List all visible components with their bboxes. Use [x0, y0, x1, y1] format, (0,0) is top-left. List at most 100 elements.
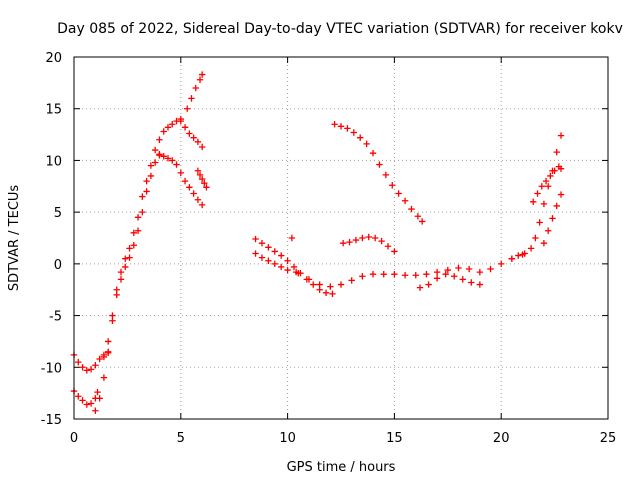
data-point [117, 276, 125, 283]
series-track-afternoon-arc [339, 233, 398, 255]
data-point [391, 248, 398, 255]
data-point [164, 155, 172, 162]
data-point [186, 184, 193, 191]
data-point [104, 348, 112, 355]
data-point [87, 400, 95, 407]
data-point [408, 205, 415, 213]
data-point [487, 265, 494, 273]
data-point [451, 273, 458, 280]
data-point [327, 283, 334, 290]
data-point [147, 162, 155, 169]
data-point [92, 362, 99, 369]
data-point [277, 263, 285, 271]
data-point [198, 175, 206, 183]
data-point [389, 182, 396, 189]
series-track-late-dips [416, 271, 484, 291]
data-point [384, 243, 392, 250]
data-point [322, 289, 330, 297]
data-point [331, 121, 338, 128]
data-point [160, 153, 167, 160]
data-point [369, 149, 377, 157]
x-tick-label: 5 [177, 431, 185, 446]
x-tick-label: 10 [279, 431, 296, 446]
series-track-night-lower [540, 191, 565, 247]
data-point [536, 219, 543, 226]
data-point [177, 169, 184, 177]
series-track-noon-upper [177, 117, 206, 151]
data-point [75, 358, 82, 366]
data-point [284, 266, 291, 274]
data-point [425, 281, 432, 288]
data-point [365, 233, 372, 241]
data-point [549, 215, 556, 222]
data-point [277, 252, 285, 259]
data-point [169, 157, 176, 164]
data-point [352, 236, 360, 244]
data-point [271, 248, 278, 255]
x-tick-label: 20 [493, 431, 510, 446]
data-point [433, 275, 441, 282]
data-point [382, 171, 390, 179]
data-point [557, 132, 565, 139]
data-point [288, 234, 296, 242]
data-point [109, 312, 116, 319]
data-point [376, 161, 383, 168]
data-point [177, 117, 184, 125]
data-point [192, 84, 199, 92]
y-tick-label: -5 [49, 310, 62, 325]
data-point [530, 198, 537, 205]
data-point [79, 364, 86, 371]
data-point [540, 200, 548, 208]
data-point [544, 227, 552, 234]
data-point [538, 183, 545, 190]
series-track-night-parallel [530, 163, 565, 205]
data-point [117, 268, 125, 276]
data-point [363, 140, 370, 148]
series-track-evening-lower [252, 250, 526, 290]
data-point [303, 276, 311, 283]
data-point [258, 239, 266, 247]
data-point [498, 260, 505, 268]
x-axis-label: GPS time / hours [287, 460, 396, 475]
data-point [391, 271, 398, 278]
data-point [297, 269, 304, 277]
series-track-afternoon-decline [331, 121, 426, 225]
data-point [126, 254, 133, 261]
data-point [508, 255, 516, 262]
data-point [339, 239, 347, 247]
series-track-evening-stray [288, 234, 300, 276]
data-point [169, 121, 176, 128]
data-point [468, 279, 475, 286]
data-point [143, 188, 150, 195]
data-point [194, 196, 202, 203]
data-point [79, 397, 86, 404]
data-point [130, 229, 138, 237]
data-point [350, 129, 358, 136]
data-point [190, 190, 197, 197]
data-point [346, 238, 353, 246]
data-point [196, 171, 204, 179]
data-point [188, 95, 195, 102]
data-point [557, 165, 565, 172]
data-point [156, 152, 163, 159]
data-point [476, 281, 484, 288]
data-point [348, 277, 355, 284]
y-tick-label: -10 [41, 361, 62, 376]
data-point [104, 338, 112, 345]
data-point [290, 263, 298, 271]
data-point [527, 245, 535, 252]
y-tick-label: -15 [41, 413, 62, 428]
data-point [87, 366, 95, 373]
data-point [113, 291, 120, 299]
series-track-night-rise [508, 132, 565, 262]
data-point [553, 148, 560, 156]
y-tick-label: 20 [45, 51, 62, 66]
data-point [181, 124, 189, 131]
data-point [416, 284, 424, 291]
data-point [198, 201, 206, 209]
data-points [70, 71, 565, 414]
data-point [515, 252, 522, 259]
data-point [173, 161, 180, 168]
data-point [96, 355, 103, 363]
data-point [401, 272, 409, 279]
